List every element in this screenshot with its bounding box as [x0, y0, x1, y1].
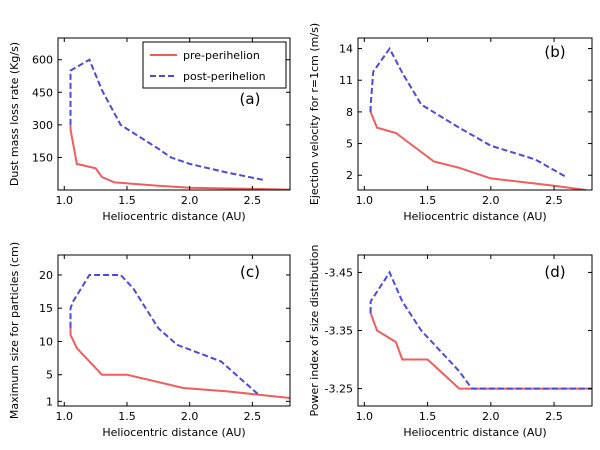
series-line-pre-perihelion: [369, 106, 586, 190]
legend-box: [142, 41, 287, 89]
panel-letter: (a): [240, 90, 261, 108]
y-tick-label: 150: [32, 151, 53, 164]
y-tick-label: -3.25: [325, 383, 353, 396]
series-line-post-perihelion: [369, 270, 592, 390]
x-tick-label: 1.0: [56, 194, 74, 207]
legend: pre-perihelion post-perihelion: [142, 41, 287, 89]
y-tick-label: 5: [46, 369, 53, 382]
y-tick-label: -3.35: [325, 325, 353, 338]
y-tick-label: 300: [32, 119, 53, 132]
y-tick-label: 15: [39, 302, 53, 315]
y-tick-label: 20: [39, 269, 53, 282]
series-line-post-perihelion: [369, 46, 568, 179]
y-tick-label: 10: [39, 335, 53, 348]
x-tick-label: 1.5: [118, 194, 136, 207]
y-tick-label: 5: [346, 138, 353, 151]
x-tick-label: 1.5: [419, 410, 437, 423]
panel-a: 1.0 1.5 2.0 2.5 150 300 450 600 Heliocentric dis…: [8, 37, 291, 223]
series-line-pre-perihelion: [69, 122, 290, 190]
panel-letter: (d): [544, 263, 565, 281]
y-axis-label: Dust mass loss rate (Kg/s): [8, 42, 21, 186]
x-axis-label: Heliocentric distance (AU): [403, 210, 546, 223]
x-tick-label: 2.5: [244, 194, 262, 207]
series-line-post-perihelion: [69, 274, 260, 396]
x-axis-label: Heliocentric distance (AU): [403, 426, 546, 439]
y-tick-label: -3.45: [325, 266, 353, 279]
x-tick-label: 1.0: [56, 410, 74, 423]
legend-label: post-perihelion: [183, 70, 266, 83]
panel-letter: (b): [544, 43, 565, 61]
y-tick-label: 11: [339, 74, 353, 87]
x-tick-label: 2.5: [545, 194, 563, 207]
x-axis-label: Heliocentric distance (AU): [102, 426, 245, 439]
series-line-pre-perihelion: [369, 307, 592, 390]
panel-d: 1.0 1.5 2.0 2.5 -3.45 -3.35 -3.25 Heliocentric …: [308, 245, 593, 439]
x-tick-label: 1.5: [419, 194, 437, 207]
y-tick-label: 600: [32, 54, 53, 67]
y-tick-label: 8: [346, 106, 353, 119]
axes-frame: [57, 254, 291, 407]
y-axis-label: Maximum size for particles (cm): [8, 242, 21, 419]
series-line-pre-perihelion: [69, 321, 290, 399]
x-tick-label: 2.5: [244, 410, 262, 423]
y-axis-label: Ejection velocity for r=1cm (m/s): [308, 23, 321, 205]
x-tick-label: 2.0: [482, 410, 500, 423]
y-tick-label: 14: [339, 43, 353, 56]
y-tick-label: 2: [346, 169, 353, 182]
x-tick-label: 2.5: [545, 410, 563, 423]
panel-letter: (c): [240, 263, 260, 281]
y-tick-label: 1: [46, 395, 53, 408]
legend-label: pre-perihelion: [183, 49, 260, 62]
x-axis-label: Heliocentric distance (AU): [102, 210, 245, 223]
series-line-post-perihelion: [69, 58, 266, 182]
y-tick-label: 450: [32, 86, 53, 99]
x-tick-label: 1.5: [118, 410, 136, 423]
panel-b: 1.0 1.5 2.0 2.5 2 5 8 11 14 Heliocentric distance…: [308, 23, 593, 223]
y-axis-label: Power index of size distribution: [308, 245, 321, 417]
x-tick-label: 2.0: [181, 410, 199, 423]
x-tick-label: 1.0: [356, 410, 374, 423]
axes-frame: [57, 37, 291, 191]
x-tick-label: 2.0: [181, 194, 199, 207]
axes-frame: [357, 37, 593, 191]
x-tick-label: 2.0: [482, 194, 500, 207]
x-tick-label: 1.0: [356, 194, 374, 207]
